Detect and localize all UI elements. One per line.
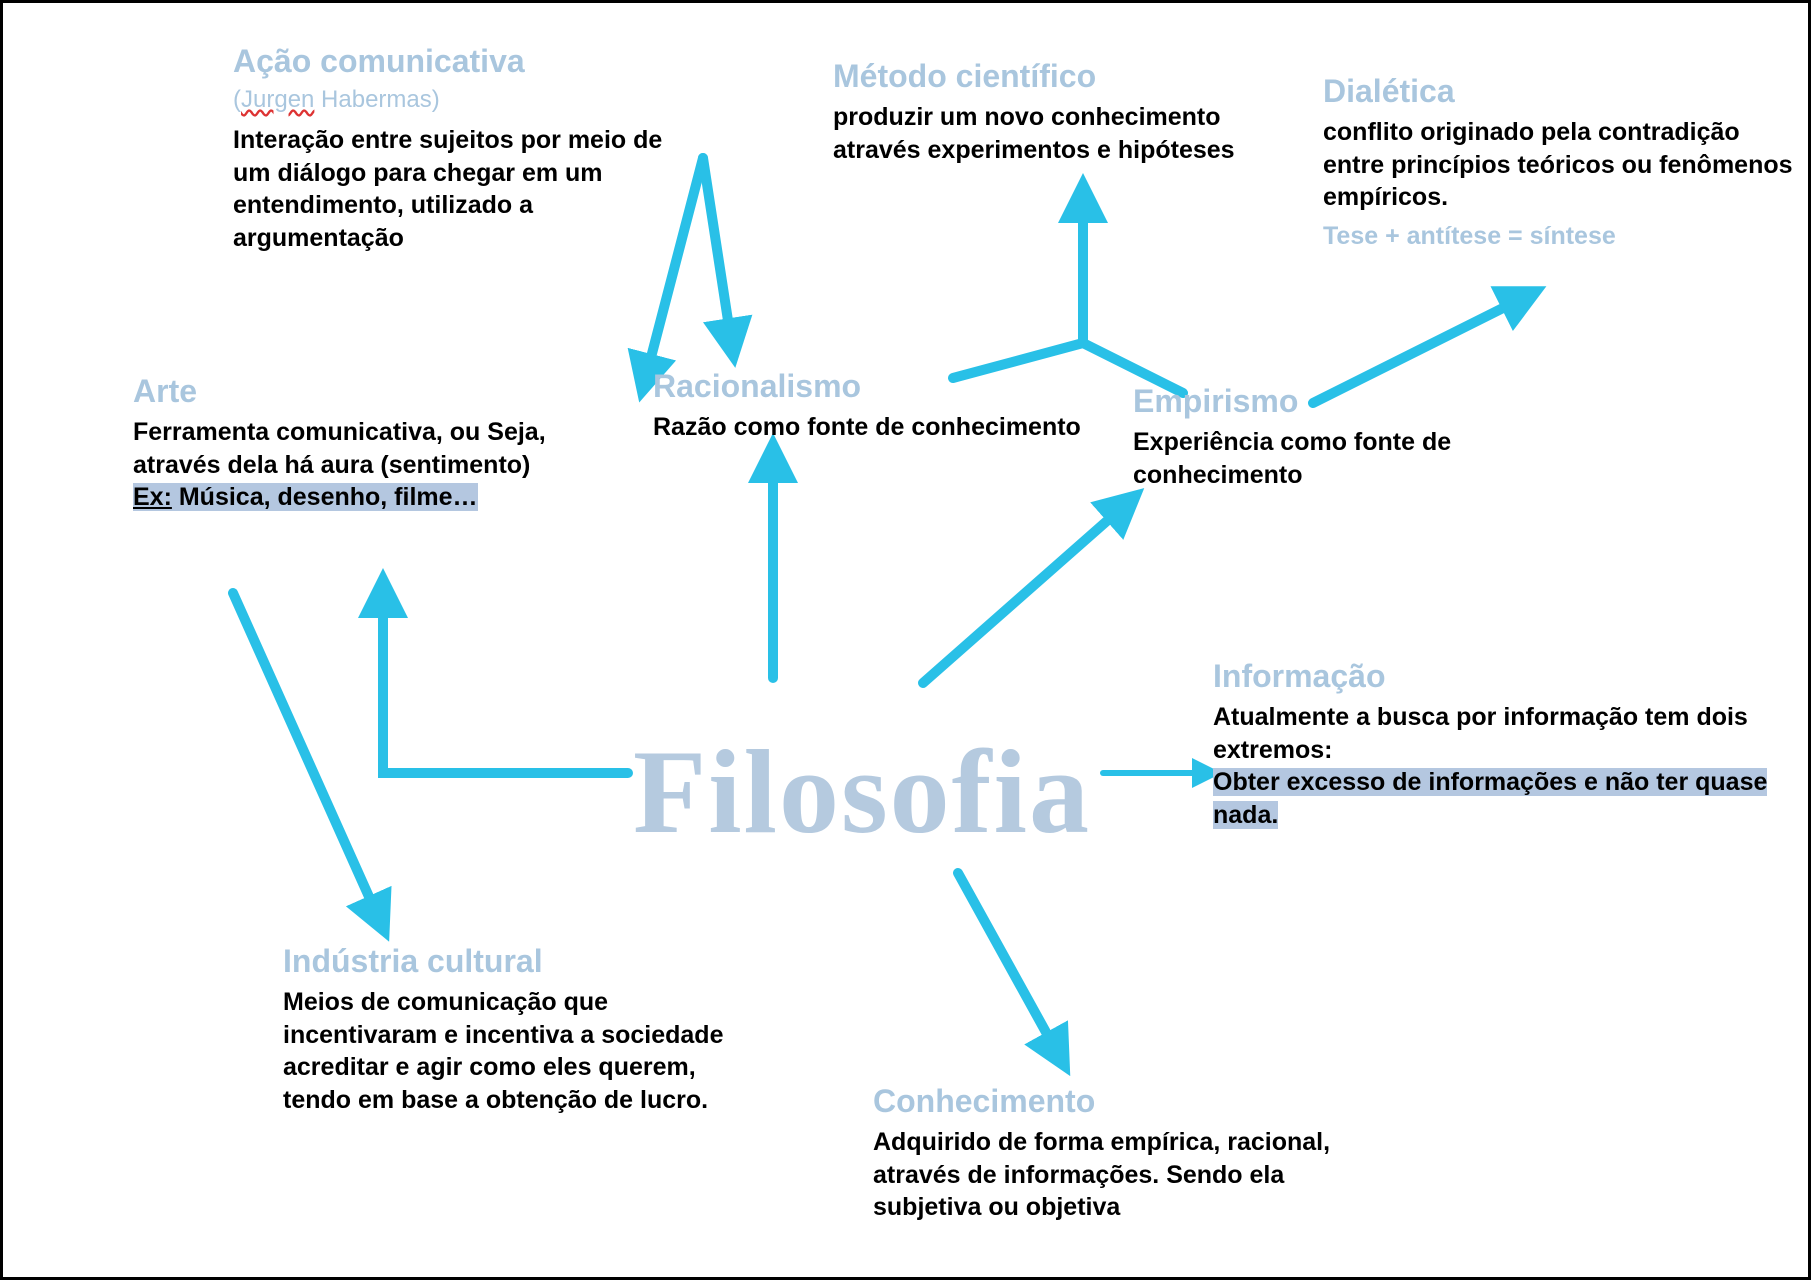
desc-acao: Interação entre sujeitos por meio de um … xyxy=(233,124,673,254)
node-industria-cultural: Indústria cultural Meios de comunicação … xyxy=(283,943,763,1116)
subtitle-acao: (Jurgen Habermas) xyxy=(233,86,673,114)
desc-dialetica: conflito originado pela contradição entr… xyxy=(1323,116,1793,214)
node-metodo-cientifico: Método científico produzir um novo conhe… xyxy=(833,58,1293,166)
center-title: Filosofia xyxy=(633,723,1091,861)
desc-metodo: produzir um novo conhecimento através ex… xyxy=(833,101,1293,166)
title-dialetica: Dialética xyxy=(1323,73,1793,110)
title-racionalismo: Racionalismo xyxy=(653,368,1093,405)
node-empirismo: Empirismo Experiência como fonte de conh… xyxy=(1133,383,1513,491)
node-arte: Arte Ferramenta comunicativa, ou Seja, a… xyxy=(133,373,553,514)
desc-racionalismo: Razão como fonte de conhecimento xyxy=(653,411,1093,444)
title-arte: Arte xyxy=(133,373,553,410)
desc-conhecimento: Adquirido de forma empírica, racional, a… xyxy=(873,1126,1373,1224)
title-acao: Ação comunicativa xyxy=(233,43,673,80)
title-empirismo: Empirismo xyxy=(1133,383,1513,420)
title-metodo: Método científico xyxy=(833,58,1293,95)
node-informacao: Informação Atualmente a busca por inform… xyxy=(1213,658,1793,831)
title-conhecimento: Conhecimento xyxy=(873,1083,1373,1120)
node-dialetica: Dialética conflito originado pela contra… xyxy=(1323,73,1793,251)
desc-industria: Meios de comunicação que incentivaram e … xyxy=(283,986,763,1116)
desc-empirismo: Experiência como fonte de conhecimento xyxy=(1133,426,1513,491)
desc-arte: Ferramenta comunicativa, ou Seja, atravé… xyxy=(133,416,553,514)
node-conhecimento: Conhecimento Adquirido de forma empírica… xyxy=(873,1083,1373,1224)
node-racionalismo: Racionalismo Razão como fonte de conheci… xyxy=(653,368,1093,444)
title-informacao: Informação xyxy=(1213,658,1793,695)
extra-dialetica: Tese + antítese = síntese xyxy=(1323,222,1793,251)
desc-informacao: Atualmente a busca por informação tem do… xyxy=(1213,701,1793,831)
node-acao-comunicativa: Ação comunicativa (Jurgen Habermas) Inte… xyxy=(233,43,673,254)
title-industria: Indústria cultural xyxy=(283,943,763,980)
